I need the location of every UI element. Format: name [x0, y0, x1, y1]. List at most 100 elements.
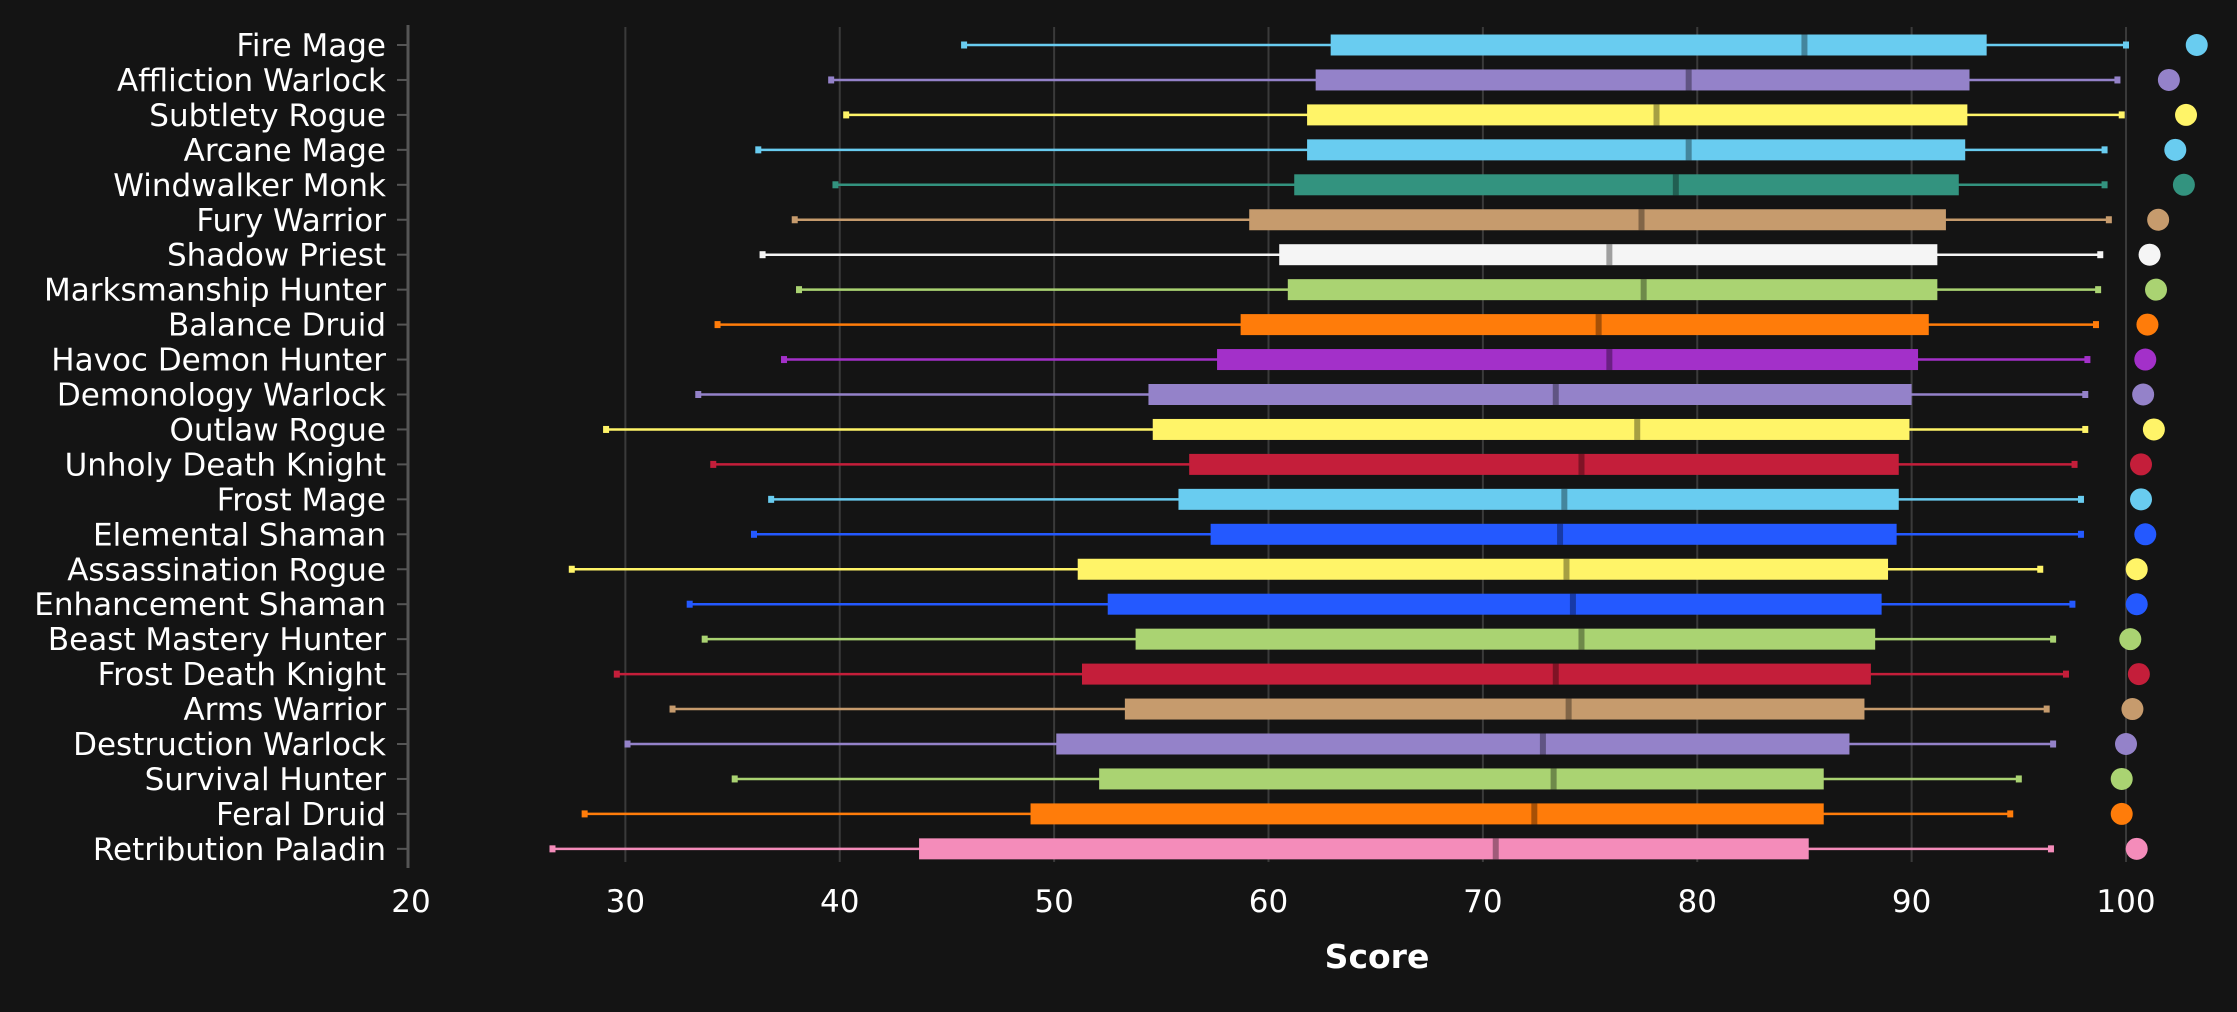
whisker-max-cap [2082, 425, 2089, 433]
category-label: Havoc Demon Hunter [51, 343, 386, 379]
box-row [768, 488, 2084, 510]
whisker-max-cap [2007, 810, 2014, 818]
whisker-min-cap [843, 111, 850, 119]
iqr-box [1107, 593, 1882, 615]
whisker-min-cap [624, 740, 631, 748]
median-line [1552, 663, 1559, 685]
category-label: Elemental Shaman [93, 517, 386, 553]
marker-dot [2125, 593, 2148, 616]
iqr-box [1287, 279, 1938, 301]
whisker-min-cap [549, 845, 556, 853]
marker-dot [2138, 243, 2161, 266]
marker-dot [2185, 34, 2208, 56]
whisker-min-cap [581, 810, 588, 818]
whisker-min-cap [768, 495, 775, 503]
category-label: Shadow Priest [167, 238, 386, 274]
whisker-min-cap [796, 286, 803, 294]
median-line [1672, 174, 1679, 196]
x-axis-title: Score [1325, 937, 1430, 976]
whisker-max-cap [2043, 705, 2050, 713]
iqr-box [1240, 314, 1929, 336]
category-label: Unholy Death Knight [65, 447, 386, 483]
median-line [1492, 838, 1499, 860]
whisker-max-cap [2015, 775, 2022, 783]
iqr-box [1148, 384, 1912, 405]
median-line [1595, 314, 1602, 336]
whisker-max-cap [2101, 146, 2108, 154]
x-tick-label: 70 [1463, 884, 1502, 920]
box-row [796, 279, 2102, 301]
category-label: Assassination Rogue [67, 552, 386, 588]
median-line [1634, 418, 1641, 440]
marker-dot [2145, 278, 2168, 301]
median-line [1578, 628, 1585, 650]
iqr-box [1152, 418, 1910, 440]
box-row [755, 139, 2108, 161]
whisker-min-cap [701, 635, 708, 643]
whisker-min-cap [961, 41, 968, 49]
median-line [1561, 488, 1568, 510]
category-label: Windwalker Monk [113, 168, 386, 204]
median-line [1539, 733, 1546, 755]
marker-dot [2142, 418, 2165, 441]
category-label: Fire Mage [236, 28, 386, 64]
box-row [781, 349, 2091, 371]
whisker-max-cap [2037, 565, 2044, 573]
whisker-min-cap [755, 146, 762, 154]
iqr-box [1178, 488, 1899, 510]
iqr-box [1330, 34, 1987, 56]
whisker-max-cap [2095, 286, 2102, 294]
whisker-max-cap [2123, 41, 2129, 49]
median-line [1801, 34, 1808, 56]
box-row [828, 69, 2121, 91]
box-row [759, 244, 2104, 266]
marker-dot [2110, 767, 2133, 790]
category-label: Retribution Paladin [93, 832, 386, 868]
median-line [1531, 803, 1538, 825]
x-tick-label: 100 [2096, 884, 2155, 920]
marker-dot [2130, 488, 2153, 511]
box-row [714, 314, 2099, 336]
whisker-min-cap [710, 460, 717, 468]
iqr-box [919, 838, 1809, 860]
category-label: Destruction Warlock [73, 727, 386, 763]
whisker-min-cap [695, 391, 702, 398]
box-row [961, 34, 2129, 56]
whisker-min-cap [613, 670, 620, 678]
whisker-max-cap [2069, 600, 2076, 608]
marker-dot [2147, 208, 2170, 231]
marker-dots [2110, 34, 2208, 860]
marker-dot [2164, 138, 2187, 161]
marker-dot [2132, 383, 2155, 406]
whisker-min-cap [832, 181, 839, 189]
iqr-box [1056, 733, 1850, 755]
x-tick-label: 20 [391, 884, 430, 920]
marker-dot [2110, 802, 2133, 825]
category-label: Fury Warrior [196, 203, 386, 239]
median-line [1638, 209, 1645, 231]
marker-dot [2157, 68, 2180, 91]
whisker-min-cap [759, 251, 766, 259]
whisker-max-cap [2077, 495, 2084, 503]
whisker-max-cap [2101, 181, 2108, 189]
marker-dot [2134, 348, 2157, 371]
category-label: Affliction Warlock [117, 63, 386, 99]
x-tick-label: 50 [1034, 884, 1073, 920]
marker-dot [2172, 173, 2195, 196]
median-line [1565, 698, 1572, 720]
grid-lines [624, 27, 2127, 862]
box-row [669, 698, 2050, 720]
category-label: Frost Death Knight [98, 657, 386, 693]
median-line [1552, 384, 1559, 405]
whisker-min-cap [568, 565, 575, 573]
whisker-max-cap [2114, 76, 2121, 84]
box-row [603, 418, 2089, 440]
whisker-max-cap [2082, 391, 2089, 398]
median-line [1569, 593, 1576, 615]
box-row [695, 384, 2089, 405]
iqr-box [1124, 698, 1865, 720]
whisker-min-cap [731, 775, 738, 783]
iqr-box [1077, 558, 1889, 580]
x-tick-label: 80 [1678, 884, 1717, 920]
